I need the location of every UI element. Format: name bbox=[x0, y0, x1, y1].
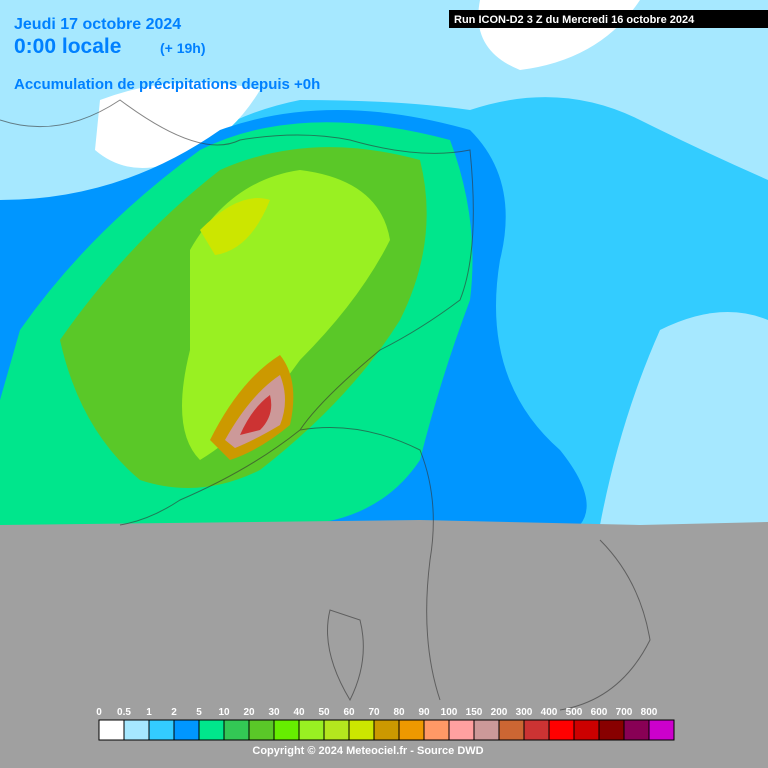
legend-label: 800 bbox=[641, 707, 658, 718]
legend-label: 90 bbox=[418, 707, 430, 718]
legend-label: 30 bbox=[268, 707, 280, 718]
legend-label: 2 bbox=[171, 707, 177, 718]
legend-swatch bbox=[648, 719, 675, 741]
legend-label: 50 bbox=[318, 707, 330, 718]
legend-swatch bbox=[548, 719, 575, 741]
legend-swatch bbox=[223, 719, 250, 741]
legend-swatch bbox=[473, 719, 500, 741]
legend-swatch bbox=[573, 719, 600, 741]
legend-swatch bbox=[623, 719, 650, 741]
lead-time: (+ 19h) bbox=[160, 40, 206, 56]
legend-swatch bbox=[373, 719, 400, 741]
legend-swatch bbox=[323, 719, 350, 741]
dry-area bbox=[95, 82, 260, 168]
legend-swatch bbox=[148, 719, 175, 741]
copyright: Copyright © 2024 Meteociel.fr - Source D… bbox=[252, 745, 483, 757]
subtitle: Accumulation de précipitations depuis +0… bbox=[14, 76, 320, 93]
legend-label: 10 bbox=[218, 707, 230, 718]
legend-label: 60 bbox=[343, 707, 355, 718]
rain-area bbox=[240, 395, 272, 435]
legend-swatch bbox=[248, 719, 275, 741]
legend-swatch bbox=[298, 719, 325, 741]
legend-swatch bbox=[273, 719, 300, 741]
time: 0:00 locale bbox=[14, 35, 121, 58]
run-label: Run ICON-D2 3 Z du Mercredi 16 octobre 2… bbox=[454, 14, 695, 26]
legend-label: 40 bbox=[293, 707, 305, 718]
legend-swatch bbox=[523, 719, 550, 741]
legend-swatch bbox=[198, 719, 225, 741]
legend-label: 150 bbox=[466, 707, 483, 718]
legend-swatch bbox=[498, 719, 525, 741]
legend-swatch bbox=[423, 719, 450, 741]
legend-swatch bbox=[348, 719, 375, 741]
legend: 0 0.5 1 2 5 10 20 30 40 50 60 70 80 90 100 150 200 300 400… bbox=[96, 707, 675, 741]
legend-swatch bbox=[598, 719, 625, 741]
legend-label: 1 bbox=[146, 707, 152, 718]
date: Jeudi 17 octobre 2024 bbox=[14, 16, 181, 33]
borders bbox=[0, 99, 651, 711]
legend-label: 200 bbox=[491, 707, 508, 718]
legend-label: 80 bbox=[393, 707, 405, 718]
rain-area bbox=[200, 198, 270, 255]
legend-label: 600 bbox=[591, 707, 608, 718]
legend-swatch bbox=[448, 719, 475, 741]
legend-label: 0 bbox=[96, 707, 102, 718]
legend-swatch bbox=[173, 719, 200, 741]
light-rain-area bbox=[600, 312, 768, 525]
legend-label: 300 bbox=[516, 707, 533, 718]
legend-label: 5 bbox=[196, 707, 202, 718]
legend-label: 400 bbox=[541, 707, 558, 718]
legend-swatch bbox=[398, 719, 425, 741]
run-box bbox=[449, 10, 768, 28]
legend-label: 100 bbox=[441, 707, 458, 718]
legend-label: 700 bbox=[616, 707, 633, 718]
legend-label: 70 bbox=[368, 707, 380, 718]
legend-swatch bbox=[98, 719, 125, 741]
legend-label: 20 bbox=[243, 707, 255, 718]
legend-label: 0.5 bbox=[117, 707, 131, 718]
legend-swatch bbox=[123, 719, 150, 741]
legend-label: 500 bbox=[566, 707, 583, 718]
